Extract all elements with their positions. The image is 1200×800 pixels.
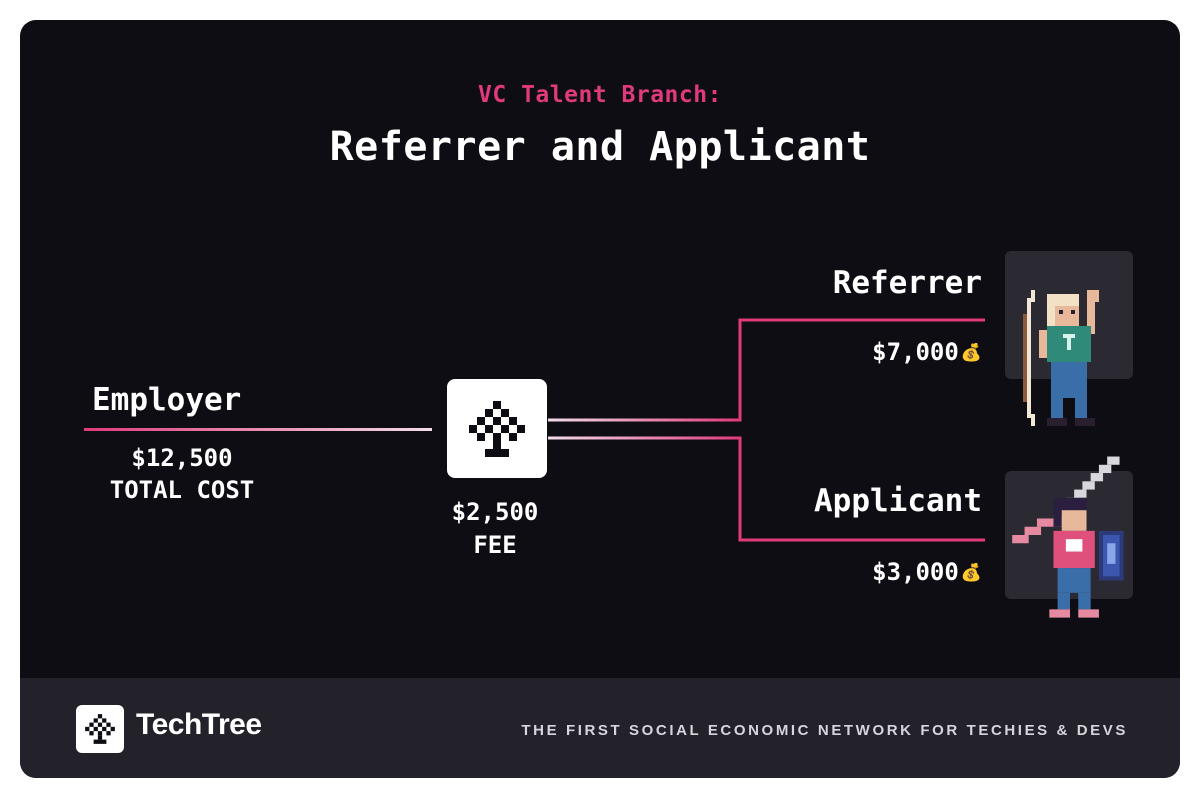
money-bag-icon: 💰 bbox=[960, 343, 982, 363]
referrer-archer-icon bbox=[1023, 290, 1099, 426]
page-title: Referrer and Applicant bbox=[329, 124, 871, 170]
hub-node bbox=[447, 379, 547, 478]
fee-caption: FEE bbox=[473, 531, 517, 559]
connector-lines bbox=[84, 318, 985, 542]
fee-amount: $2,500 bbox=[451, 498, 539, 526]
subtitle: VC Talent Branch: bbox=[478, 82, 722, 108]
referrer-amount-row: $7,000 💰 bbox=[872, 338, 982, 366]
applicant-amount: $3,000 bbox=[872, 558, 959, 586]
applicant-knight-icon bbox=[1012, 456, 1124, 618]
money-bag-icon: 💰 bbox=[960, 563, 982, 583]
employer-connector bbox=[84, 428, 432, 431]
employer-amount: $12,500 bbox=[131, 444, 233, 472]
tree-icon bbox=[85, 714, 115, 744]
brand-logo bbox=[76, 705, 124, 753]
employer-caption: TOTAL COST bbox=[109, 476, 255, 504]
footer-bar bbox=[20, 678, 1180, 778]
employer-label: Employer bbox=[92, 382, 242, 418]
referrer-connector bbox=[548, 318, 985, 422]
tree-icon bbox=[469, 400, 525, 457]
applicant-label: Applicant bbox=[814, 483, 982, 519]
referrer-amount: $7,000 bbox=[872, 338, 959, 366]
applicant-connector bbox=[548, 436, 985, 542]
brand-name: TechTree bbox=[136, 708, 262, 741]
referrer-label: Referrer bbox=[832, 265, 982, 301]
infographic-card: VC Talent Branch: Referrer and Applicant… bbox=[20, 20, 1180, 778]
applicant-amount-row: $3,000 💰 bbox=[872, 558, 982, 586]
tagline: THE FIRST SOCIAL ECONOMIC NETWORK FOR TE… bbox=[521, 722, 1128, 739]
